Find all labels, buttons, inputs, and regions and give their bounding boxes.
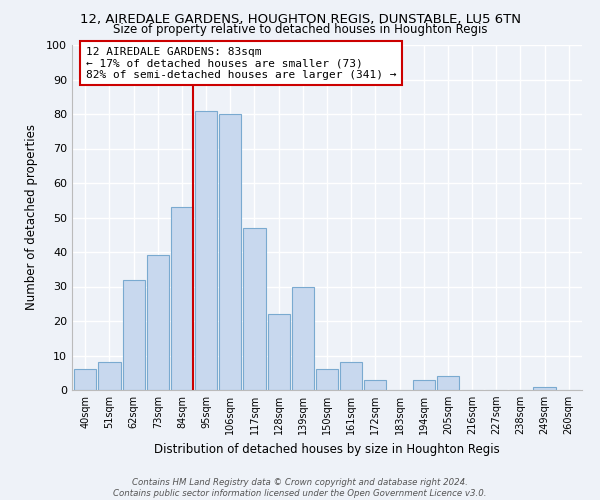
Bar <box>340 362 362 390</box>
Bar <box>171 207 193 390</box>
Text: 12 AIREDALE GARDENS: 83sqm
← 17% of detached houses are smaller (73)
82% of semi: 12 AIREDALE GARDENS: 83sqm ← 17% of deta… <box>86 46 396 80</box>
Text: Size of property relative to detached houses in Houghton Regis: Size of property relative to detached ho… <box>113 22 487 36</box>
Bar <box>195 110 217 390</box>
Text: 12, AIREDALE GARDENS, HOUGHTON REGIS, DUNSTABLE, LU5 6TN: 12, AIREDALE GARDENS, HOUGHTON REGIS, DU… <box>79 12 521 26</box>
Bar <box>413 380 435 390</box>
Bar <box>364 380 386 390</box>
Bar <box>98 362 121 390</box>
Bar <box>122 280 145 390</box>
Bar <box>219 114 241 390</box>
Bar <box>268 314 290 390</box>
X-axis label: Distribution of detached houses by size in Houghton Regis: Distribution of detached houses by size … <box>154 442 500 456</box>
Y-axis label: Number of detached properties: Number of detached properties <box>25 124 38 310</box>
Bar <box>533 386 556 390</box>
Bar <box>244 228 266 390</box>
Text: Contains HM Land Registry data © Crown copyright and database right 2024.
Contai: Contains HM Land Registry data © Crown c… <box>113 478 487 498</box>
Bar <box>146 256 169 390</box>
Bar <box>316 370 338 390</box>
Bar <box>292 286 314 390</box>
Bar <box>74 370 97 390</box>
Bar <box>437 376 459 390</box>
